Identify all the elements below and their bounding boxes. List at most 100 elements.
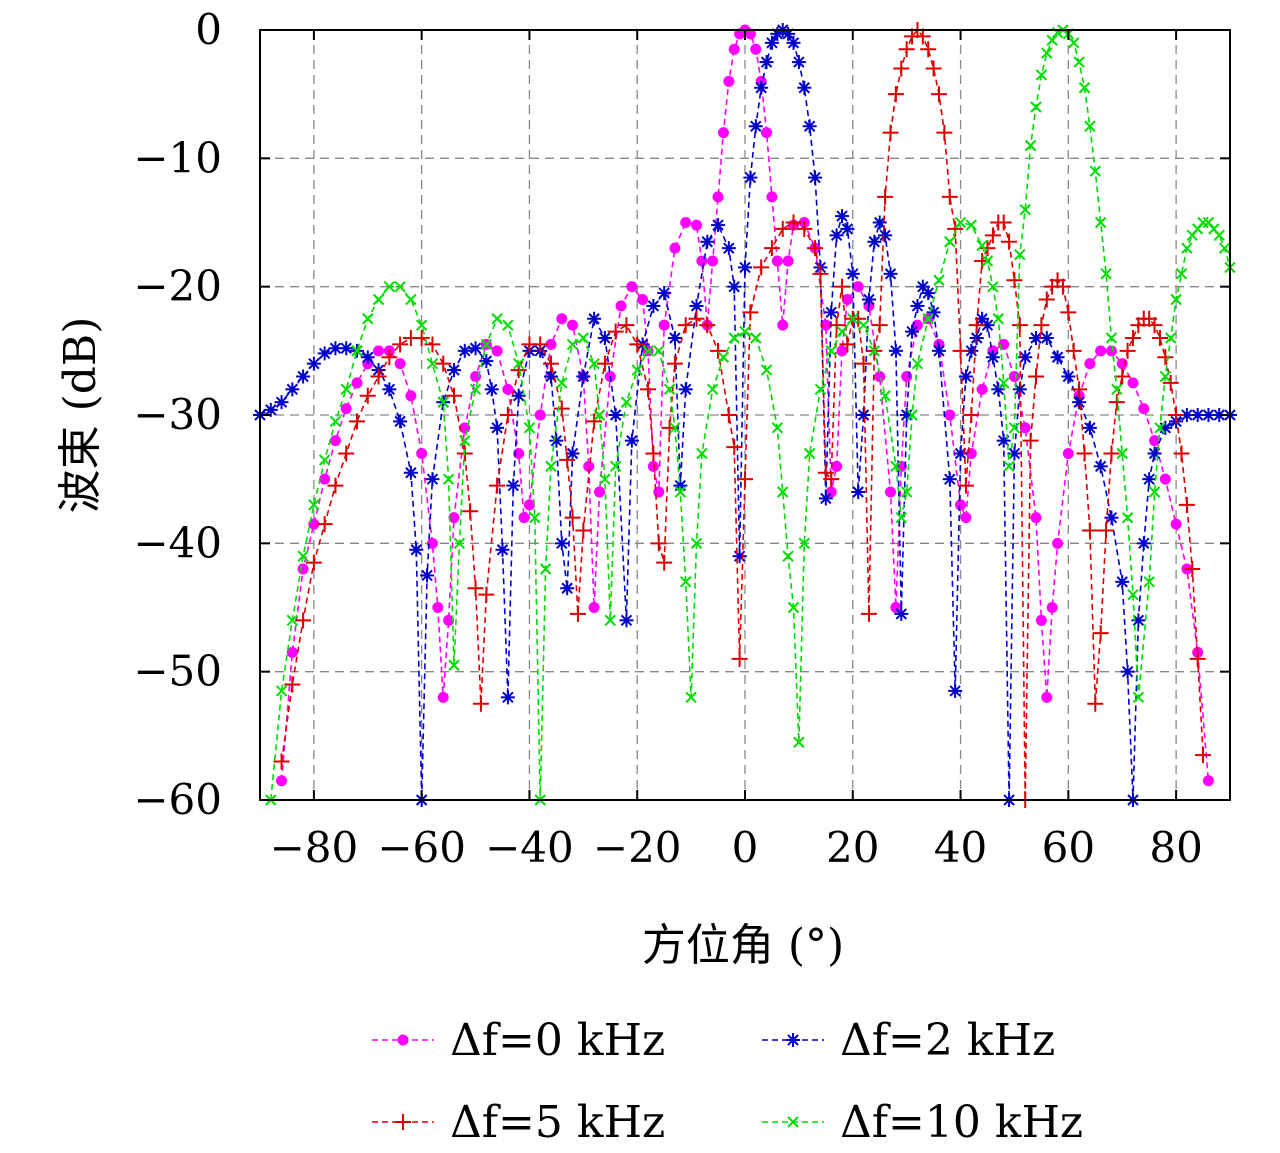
data-point xyxy=(1114,368,1131,385)
y-axis-label: 波束 (dB) xyxy=(55,317,106,514)
data-point xyxy=(1218,242,1231,254)
data-point xyxy=(828,317,845,334)
data-point xyxy=(597,331,612,345)
data-point xyxy=(890,460,902,473)
data-point xyxy=(1011,317,1028,334)
data-point xyxy=(1143,576,1155,588)
data-point xyxy=(1089,165,1101,177)
data-point xyxy=(1165,332,1177,344)
data-point xyxy=(296,369,311,384)
data-point xyxy=(888,343,903,358)
data-point xyxy=(1127,377,1139,389)
data-point xyxy=(360,350,375,365)
data-point xyxy=(914,28,931,45)
data-point xyxy=(657,286,672,301)
data-point xyxy=(564,509,581,526)
data-point xyxy=(1019,203,1031,216)
data-point xyxy=(480,338,493,351)
data-point xyxy=(453,537,466,550)
data-point xyxy=(554,536,569,551)
data-point xyxy=(534,409,546,421)
data-point xyxy=(1039,331,1054,345)
data-point xyxy=(1170,293,1182,306)
data-point xyxy=(405,390,417,402)
legend-label: Δf=5 kHz xyxy=(450,1097,665,1148)
data-point xyxy=(1094,216,1107,229)
data-point xyxy=(424,336,441,353)
data-point xyxy=(588,357,600,370)
x-tick-label: −60 xyxy=(377,823,466,872)
data-point xyxy=(624,433,639,448)
data-point xyxy=(1084,120,1096,132)
data-point xyxy=(351,377,363,389)
data-point xyxy=(1046,602,1058,613)
data-point xyxy=(1121,511,1134,524)
data-point xyxy=(840,221,855,236)
data-point xyxy=(771,255,783,267)
data-point xyxy=(1001,233,1018,250)
data-point xyxy=(711,218,726,233)
data-point xyxy=(860,605,877,622)
data-point xyxy=(640,381,656,398)
data-point xyxy=(1159,370,1172,383)
data-point xyxy=(750,332,762,344)
data-point xyxy=(1092,625,1109,642)
legend-entry: Δf=10 kHz xyxy=(762,1097,1083,1148)
data-point xyxy=(545,460,557,473)
data-point xyxy=(1189,650,1206,667)
data-point xyxy=(1181,242,1193,254)
data-point xyxy=(1119,342,1136,359)
data-point xyxy=(1035,614,1047,626)
x-tick-label: 40 xyxy=(934,823,987,872)
x-tick-label: 0 xyxy=(732,823,759,872)
x-tick-label: −20 xyxy=(593,823,682,872)
data-point xyxy=(1008,422,1021,434)
data-point xyxy=(1098,522,1115,539)
data-point xyxy=(882,124,899,141)
data-point xyxy=(587,311,602,326)
data-point xyxy=(798,537,810,550)
data-point xyxy=(340,403,352,415)
data-point xyxy=(807,240,824,257)
data-point xyxy=(372,293,385,306)
data-point xyxy=(680,576,692,588)
data-point xyxy=(984,227,1001,244)
data-point xyxy=(878,228,893,243)
data-point xyxy=(437,396,449,408)
data-point xyxy=(1178,496,1195,513)
data-point xyxy=(785,214,802,231)
data-point xyxy=(491,313,503,325)
data-point xyxy=(774,220,791,237)
data-point xyxy=(420,568,435,583)
data-point xyxy=(879,390,891,402)
legend-entry: Δf=2 kHz xyxy=(762,1015,1055,1066)
data-point xyxy=(968,317,985,334)
data-point xyxy=(669,242,681,254)
data-point xyxy=(707,255,719,267)
data-point xyxy=(1022,432,1039,449)
data-point xyxy=(274,395,289,410)
data-point xyxy=(883,266,898,281)
data-point xyxy=(893,60,910,77)
data-point xyxy=(448,512,460,524)
x-tick-label: 80 xyxy=(1149,823,1202,872)
data-point xyxy=(871,317,888,334)
data-point xyxy=(413,330,430,346)
data-point xyxy=(669,422,681,434)
data-point xyxy=(737,471,753,488)
data-point xyxy=(677,317,694,334)
data-point xyxy=(976,383,988,395)
data-point xyxy=(1065,342,1082,359)
data-point xyxy=(1120,664,1135,679)
data-point xyxy=(567,319,579,331)
data-point xyxy=(1105,345,1117,357)
data-point xyxy=(900,486,913,498)
data-point xyxy=(802,119,817,134)
data-point xyxy=(787,601,800,614)
y-tick-label: 0 xyxy=(195,5,222,54)
data-point xyxy=(1008,371,1020,382)
data-point xyxy=(706,383,719,396)
data-point xyxy=(1116,447,1128,460)
data-point xyxy=(626,281,638,293)
data-point xyxy=(593,409,606,421)
